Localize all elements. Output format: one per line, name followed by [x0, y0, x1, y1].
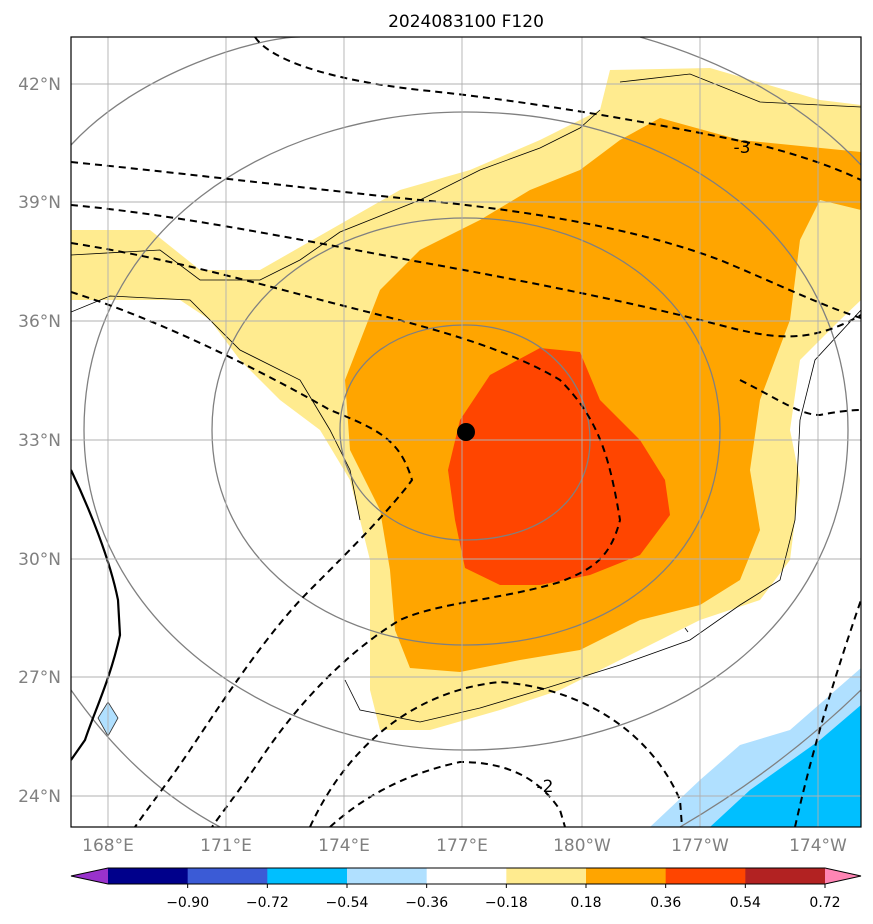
colorbar-swatch: [108, 868, 189, 884]
lon-label: 177°E: [436, 836, 488, 856]
colorbar-swatch: [187, 868, 268, 884]
lat-label: 42°N: [18, 75, 61, 95]
lat-label: 36°N: [18, 312, 61, 332]
lon-label: 174°E: [318, 836, 370, 856]
colorbar-swatch: [506, 868, 587, 884]
colorbar-tick-label: −0.36: [405, 895, 448, 911]
colorbar-swatch: [426, 868, 507, 884]
colorbar-swatch: [586, 868, 667, 884]
lat-label: 30°N: [18, 550, 61, 570]
thin-contours: [71, 73, 861, 723]
colorbar-swatch: [267, 868, 348, 884]
grid-lines: [71, 37, 861, 827]
colorbar-swatch: [665, 868, 746, 884]
lat-label: 27°N: [18, 668, 61, 688]
map-frame: [70, 36, 862, 828]
fill-blue-region: [710, 705, 861, 827]
storm-center-marker: [457, 423, 475, 441]
contour-label-upper: -3: [734, 138, 751, 158]
colorbar-tick-label: −0.90: [166, 895, 209, 911]
colorbar: −0.90 −0.72 −0.54 −0.36 −0.18 0.18 0.36 0.54 0.7…: [70, 867, 862, 911]
lon-label: 174°W: [789, 836, 847, 856]
lat-label: 24°N: [18, 787, 61, 807]
colorbar-extend-high: [825, 868, 861, 884]
colorbar-swatch: [347, 868, 428, 884]
longitude-labels: 168°E 171°E 174°E 177°E 180°W 177°W 174°…: [82, 836, 847, 856]
colorbar-tick-label: 0.18: [570, 895, 601, 911]
lon-label: 171°E: [200, 836, 252, 856]
contour-label-lower: -2: [537, 777, 554, 797]
map-plot-area: -3 -2: [71, 37, 861, 827]
lat-label: 39°N: [18, 193, 61, 213]
lon-label: 180°W: [553, 836, 611, 856]
lat-label: 33°N: [18, 431, 61, 451]
filled-contours: [71, 68, 861, 827]
colorbar-tick-label: −0.18: [485, 895, 528, 911]
colorbar-tick-label: −0.72: [246, 895, 289, 911]
colorbar-tick-label: 0.54: [730, 895, 761, 911]
figure-title: 2024083100 F120: [388, 12, 544, 32]
colorbar-extend-low: [71, 868, 108, 884]
dashed-contours: [71, 37, 861, 827]
colorbar-swatch: [745, 868, 826, 884]
colorbar-tick-label: 0.72: [809, 895, 840, 911]
lon-label: 177°W: [671, 836, 729, 856]
colorbar-tick-label: −0.54: [326, 895, 369, 911]
colorbar-tick-label: 0.36: [650, 895, 681, 911]
colorbar-outline: [70, 867, 862, 885]
lon-label: 168°E: [82, 836, 134, 856]
fill-red-region: [448, 348, 670, 585]
coastline: [71, 469, 122, 761]
latitude-labels: 42°N 39°N 36°N 33°N 30°N 27°N 24°N: [18, 75, 61, 807]
